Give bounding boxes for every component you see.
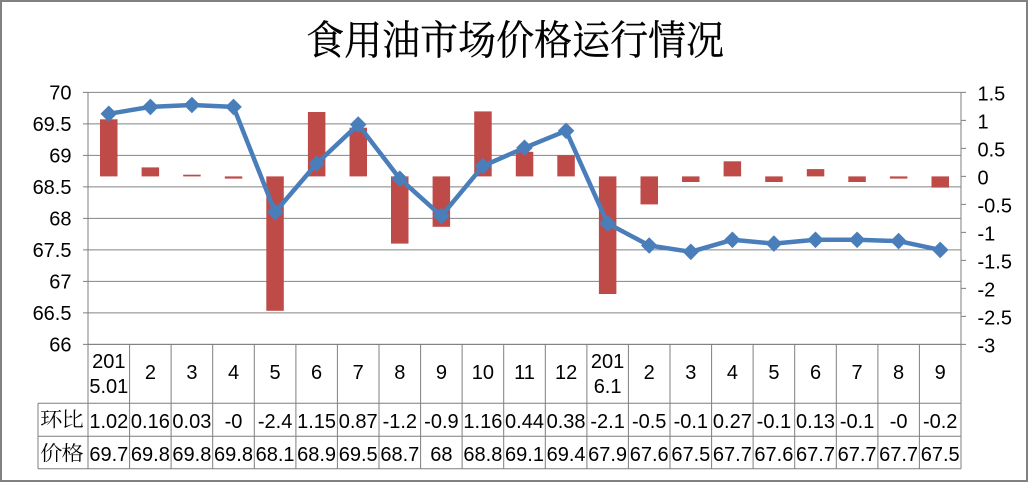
svg-text:0.03: 0.03 — [172, 411, 211, 433]
svg-text:69.5: 69.5 — [33, 114, 72, 136]
svg-text:-1: -1 — [978, 224, 996, 246]
svg-text:-0.5: -0.5 — [632, 411, 666, 433]
svg-text:3: 3 — [186, 362, 197, 384]
svg-text:68.1: 68.1 — [256, 444, 295, 466]
svg-text:0.16: 0.16 — [131, 411, 170, 433]
svg-text:67: 67 — [49, 272, 71, 294]
svg-text:69: 69 — [49, 146, 71, 168]
svg-text:-0.5: -0.5 — [978, 196, 1012, 218]
svg-text:67.7: 67.7 — [713, 444, 752, 466]
svg-text:7: 7 — [353, 362, 364, 384]
svg-text:8: 8 — [394, 362, 405, 384]
svg-text:67.5: 67.5 — [33, 240, 72, 262]
svg-text:201: 201 — [92, 351, 125, 373]
svg-text:2: 2 — [644, 362, 655, 384]
svg-text:-2.1: -2.1 — [590, 411, 624, 433]
svg-text:6: 6 — [810, 362, 821, 384]
svg-text:6: 6 — [311, 362, 322, 384]
svg-text:68.8: 68.8 — [463, 444, 502, 466]
svg-text:67.7: 67.7 — [838, 444, 877, 466]
svg-text:69.4: 69.4 — [547, 444, 586, 466]
svg-text:10: 10 — [472, 362, 494, 384]
svg-text:68: 68 — [49, 209, 71, 231]
svg-text:69.8: 69.8 — [172, 444, 211, 466]
svg-text:69.8: 69.8 — [131, 444, 170, 466]
svg-text:67.7: 67.7 — [796, 444, 835, 466]
svg-text:0: 0 — [978, 168, 989, 190]
svg-text:67.5: 67.5 — [921, 444, 960, 466]
svg-text:70: 70 — [49, 83, 71, 105]
svg-text:-0.1: -0.1 — [757, 411, 791, 433]
svg-text:-2.5: -2.5 — [978, 308, 1012, 330]
svg-text:-1.5: -1.5 — [978, 252, 1012, 274]
svg-text:0.44: 0.44 — [505, 411, 544, 433]
svg-text:7: 7 — [852, 362, 863, 384]
svg-text:68: 68 — [430, 444, 452, 466]
svg-text:1: 1 — [978, 112, 989, 134]
svg-text:8: 8 — [893, 362, 904, 384]
svg-text:9: 9 — [935, 362, 946, 384]
svg-text:4: 4 — [228, 362, 239, 384]
svg-text:-1.2: -1.2 — [383, 411, 417, 433]
svg-text:11: 11 — [514, 362, 535, 384]
svg-text:0.27: 0.27 — [713, 411, 752, 433]
svg-text:4: 4 — [727, 362, 738, 384]
svg-text:1.15: 1.15 — [297, 411, 336, 433]
svg-text:201: 201 — [591, 351, 624, 373]
svg-text:5: 5 — [768, 362, 779, 384]
svg-text:1.5: 1.5 — [978, 84, 1006, 106]
svg-text:68.9: 68.9 — [297, 444, 336, 466]
svg-text:66: 66 — [49, 335, 71, 357]
svg-text:67.6: 67.6 — [630, 444, 669, 466]
svg-text:69.1: 69.1 — [505, 444, 544, 466]
svg-text:-0.2: -0.2 — [923, 411, 957, 433]
svg-text:68.7: 68.7 — [380, 444, 419, 466]
svg-text:1.02: 1.02 — [89, 411, 128, 433]
svg-text:0.38: 0.38 — [547, 411, 586, 433]
svg-text:-3: -3 — [978, 336, 996, 358]
svg-text:5.01: 5.01 — [89, 376, 128, 398]
svg-text:67.9: 67.9 — [588, 444, 627, 466]
svg-text:-0: -0 — [225, 411, 243, 433]
svg-text:67.5: 67.5 — [671, 444, 710, 466]
svg-text:69.7: 69.7 — [89, 444, 128, 466]
svg-text:68.5: 68.5 — [33, 177, 72, 199]
svg-text:1.16: 1.16 — [463, 411, 502, 433]
svg-text:0.87: 0.87 — [339, 411, 378, 433]
svg-text:3: 3 — [685, 362, 696, 384]
svg-text:-2.4: -2.4 — [258, 411, 292, 433]
svg-text:66.5: 66.5 — [33, 303, 72, 325]
svg-text:0.5: 0.5 — [978, 140, 1006, 162]
svg-text:-0.1: -0.1 — [674, 411, 708, 433]
svg-text:0.13: 0.13 — [796, 411, 835, 433]
svg-text:12: 12 — [555, 362, 577, 384]
svg-text:-0.1: -0.1 — [840, 411, 874, 433]
svg-text:9: 9 — [436, 362, 447, 384]
svg-text:-0: -0 — [890, 411, 908, 433]
svg-text:5: 5 — [270, 362, 281, 384]
svg-text:69.5: 69.5 — [339, 444, 378, 466]
svg-text:-0.9: -0.9 — [424, 411, 458, 433]
svg-text:69.8: 69.8 — [214, 444, 253, 466]
svg-text:67.7: 67.7 — [879, 444, 918, 466]
svg-text:2: 2 — [145, 362, 156, 384]
svg-text:6.1: 6.1 — [594, 376, 622, 398]
svg-text:67.6: 67.6 — [754, 444, 793, 466]
svg-text:-2: -2 — [978, 280, 996, 302]
